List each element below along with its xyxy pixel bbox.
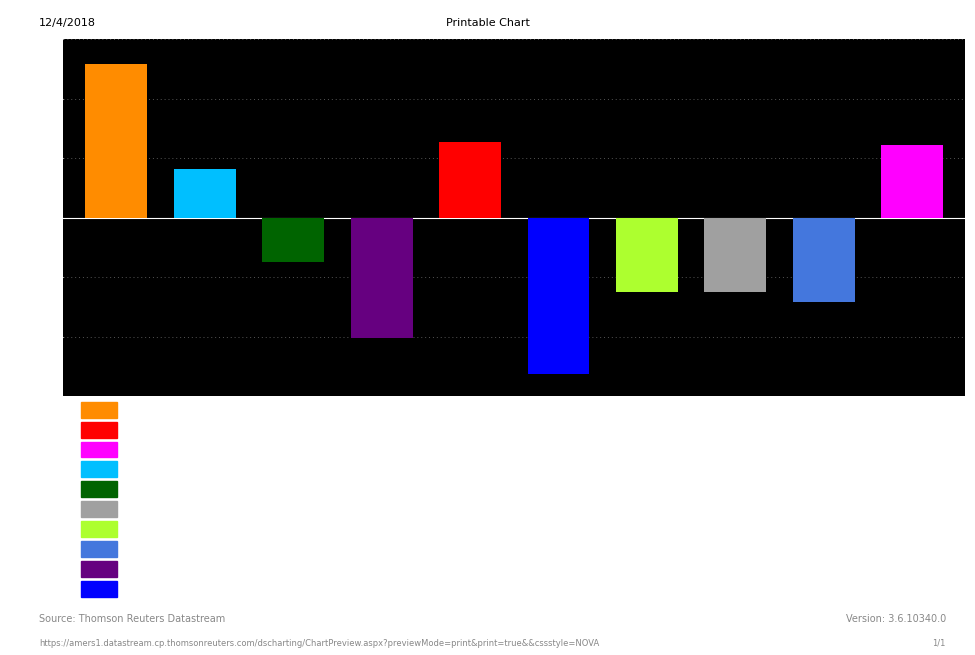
- Bar: [174, 169, 236, 217]
- Text: Financials -6.2: Financials -6.2: [131, 523, 230, 536]
- Text: Health Care 12.9: Health Care 12.9: [131, 403, 249, 417]
- Bar: [439, 141, 501, 217]
- Bar: [793, 217, 855, 302]
- Text: Printable Chart: Printable Chart: [446, 18, 529, 28]
- Bar: [81, 542, 117, 557]
- Text: Industrials -7.1: Industrials -7.1: [131, 542, 235, 556]
- Bar: [81, 462, 117, 477]
- Text: Telecom. Services -6.2: Telecom. Services -6.2: [131, 502, 286, 516]
- Bar: [81, 521, 117, 537]
- Text: Utilities 6.4: Utilities 6.4: [131, 422, 210, 436]
- Text: https://amers1.datastream.cp.thomsonreuters.com/dscharting/ChartPreview.aspx?pre: https://amers1.datastream.cp.thomsonreut…: [39, 639, 600, 648]
- Text: Source: Thomson Reuters Datastream: Source: Thomson Reuters Datastream: [744, 416, 956, 426]
- Text: Energy -10.1: Energy -10.1: [131, 563, 219, 576]
- Bar: [81, 481, 117, 497]
- Bar: [351, 217, 412, 338]
- Bar: [81, 422, 117, 438]
- Bar: [704, 217, 766, 291]
- Text: Cons. Staples -3.7: Cons. Staples -3.7: [131, 483, 256, 496]
- Bar: [616, 217, 678, 291]
- Text: 1/1: 1/1: [932, 639, 946, 648]
- Text: Year-to-Date: Year-to-Date: [14, 10, 123, 25]
- Bar: [81, 441, 117, 457]
- Bar: [86, 64, 147, 217]
- Bar: [262, 217, 325, 262]
- Text: Info. Tech. 6.1: Info. Tech. 6.1: [131, 443, 227, 457]
- Text: 12/5/2018: 12/5/2018: [483, 416, 546, 429]
- Bar: [81, 402, 117, 417]
- Bar: [881, 145, 943, 217]
- Text: 12/4/2018: 12/4/2018: [39, 18, 96, 28]
- Bar: [81, 502, 117, 517]
- Title: SPX Returns by Sector: SPX Returns by Sector: [321, 3, 708, 31]
- Text: Source: Thomson Reuters Datastream: Source: Thomson Reuters Datastream: [39, 614, 225, 624]
- Bar: [81, 582, 117, 597]
- Bar: [527, 217, 590, 373]
- Bar: [81, 561, 117, 577]
- Text: Version: 3.6.10340.0: Version: 3.6.10340.0: [845, 614, 946, 624]
- Text: Cons. Disc. 4.1: Cons. Disc. 4.1: [131, 462, 234, 476]
- Text: Materials -13.1: Materials -13.1: [131, 582, 235, 596]
